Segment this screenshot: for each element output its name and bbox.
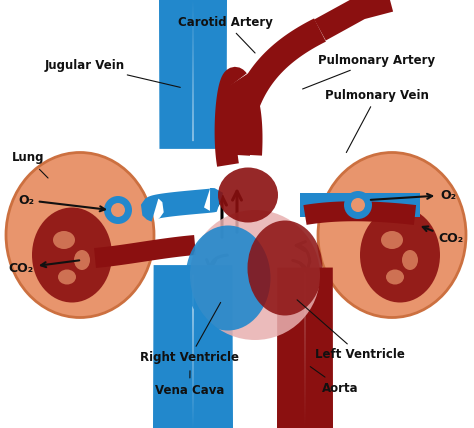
Ellipse shape bbox=[58, 270, 76, 285]
Text: Pulmonary Vein: Pulmonary Vein bbox=[325, 89, 429, 152]
Text: Vena Cava: Vena Cava bbox=[155, 371, 224, 396]
Text: Left Ventricle: Left Ventricle bbox=[297, 300, 405, 362]
Ellipse shape bbox=[402, 250, 418, 270]
Ellipse shape bbox=[32, 208, 112, 303]
Polygon shape bbox=[224, 18, 326, 156]
Ellipse shape bbox=[185, 226, 271, 330]
Ellipse shape bbox=[386, 270, 404, 285]
Polygon shape bbox=[314, 0, 393, 41]
Ellipse shape bbox=[190, 210, 320, 340]
Polygon shape bbox=[277, 268, 333, 428]
Ellipse shape bbox=[111, 203, 125, 217]
Polygon shape bbox=[94, 235, 196, 268]
Polygon shape bbox=[141, 188, 223, 222]
Ellipse shape bbox=[218, 167, 278, 223]
Text: Right Ventricle: Right Ventricle bbox=[140, 303, 239, 365]
Ellipse shape bbox=[318, 152, 466, 318]
Polygon shape bbox=[153, 265, 233, 428]
Ellipse shape bbox=[247, 220, 322, 315]
Text: O₂: O₂ bbox=[371, 188, 456, 202]
Text: CO₂: CO₂ bbox=[423, 226, 463, 244]
Ellipse shape bbox=[351, 198, 365, 212]
Polygon shape bbox=[303, 201, 416, 225]
Ellipse shape bbox=[6, 152, 154, 318]
Text: Lung: Lung bbox=[12, 152, 48, 178]
Ellipse shape bbox=[53, 231, 75, 249]
Text: CO₂: CO₂ bbox=[8, 260, 79, 274]
Text: Jugular Vein: Jugular Vein bbox=[45, 59, 180, 87]
Text: O₂: O₂ bbox=[18, 193, 105, 211]
Ellipse shape bbox=[360, 208, 440, 303]
Ellipse shape bbox=[74, 250, 90, 270]
Ellipse shape bbox=[381, 231, 403, 249]
Text: Pulmonary Artery: Pulmonary Artery bbox=[302, 54, 435, 89]
Polygon shape bbox=[215, 67, 247, 167]
Text: Aorta: Aorta bbox=[310, 367, 359, 395]
Text: Carotid Artery: Carotid Artery bbox=[178, 15, 273, 53]
Ellipse shape bbox=[104, 196, 132, 224]
Ellipse shape bbox=[344, 191, 372, 219]
Polygon shape bbox=[300, 193, 420, 217]
Polygon shape bbox=[228, 74, 263, 156]
Polygon shape bbox=[159, 0, 227, 149]
